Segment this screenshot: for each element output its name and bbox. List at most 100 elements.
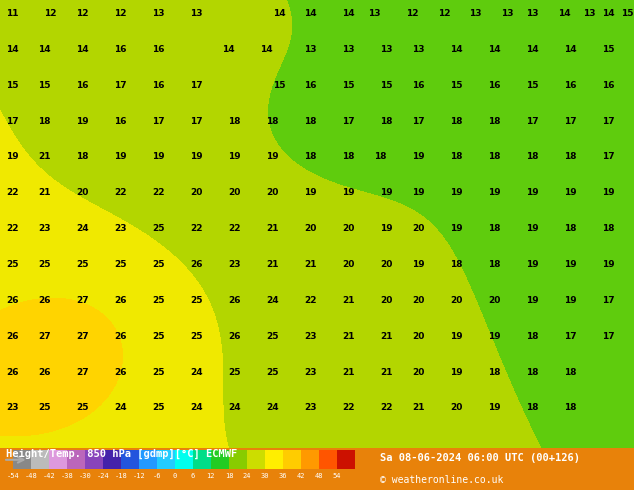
Text: 14: 14 [526,45,539,54]
Text: 18: 18 [342,152,355,161]
Text: 14: 14 [342,9,355,18]
Text: 11: 11 [6,9,19,18]
Text: -48: -48 [24,472,37,479]
Text: 19: 19 [152,152,165,161]
Text: 19: 19 [602,260,615,269]
Text: 14: 14 [222,45,235,54]
Text: 20: 20 [412,224,425,233]
Text: 22: 22 [114,188,127,197]
Text: 19: 19 [228,152,241,161]
Text: 20: 20 [266,188,279,197]
Text: 26: 26 [38,296,51,305]
Text: 18: 18 [488,224,501,233]
Text: 19: 19 [412,188,425,197]
Text: 19: 19 [488,188,501,197]
Text: 18: 18 [526,152,539,161]
Text: 19: 19 [526,296,539,305]
Text: 18: 18 [266,117,279,125]
Bar [247,450,265,469]
Text: 25: 25 [76,403,89,413]
Text: 21: 21 [304,260,317,269]
Text: 14: 14 [76,45,89,54]
Text: 15: 15 [450,81,463,90]
Text: 20: 20 [190,188,203,197]
Text: 19: 19 [412,260,425,269]
Text: 22: 22 [6,188,19,197]
Text: 26: 26 [6,368,19,377]
Text: 19: 19 [266,152,279,161]
Text: 26: 26 [38,368,51,377]
Text: 18: 18 [526,332,539,341]
Bar [337,450,355,469]
Text: 16: 16 [304,81,317,90]
Text: -24: -24 [96,472,109,479]
Text: 25: 25 [152,368,165,377]
Text: 17: 17 [342,117,355,125]
Text: 15: 15 [6,81,19,90]
Text: 19: 19 [412,152,425,161]
Bar [121,450,139,469]
Bar [265,450,283,469]
Text: 0: 0 [172,472,177,479]
Text: 24: 24 [190,403,203,413]
Text: 16: 16 [152,81,165,90]
Text: 26: 26 [6,332,19,341]
Text: 22: 22 [228,224,241,233]
Text: 18: 18 [526,368,539,377]
Text: 19: 19 [526,224,539,233]
Text: 21: 21 [342,368,355,377]
Text: 48: 48 [314,472,323,479]
Text: 19: 19 [114,152,127,161]
Bar [157,450,175,469]
Text: 19: 19 [488,403,501,413]
Bar [283,450,301,469]
Text: 20: 20 [304,224,317,233]
Text: 30: 30 [261,472,269,479]
Text: 25: 25 [76,260,89,269]
Text: -42: -42 [42,472,55,479]
Text: 18: 18 [564,224,577,233]
Text: 12: 12 [207,472,215,479]
Text: 14: 14 [260,45,273,54]
Text: 18: 18 [228,117,241,125]
Text: 25: 25 [38,403,51,413]
Text: 21: 21 [266,260,279,269]
Text: 20: 20 [380,296,393,305]
Text: 23: 23 [114,224,127,233]
Text: 18: 18 [224,472,233,479]
Text: 14: 14 [488,45,501,54]
Text: 19: 19 [450,368,463,377]
Bar [193,450,211,469]
Text: 19: 19 [526,260,539,269]
Text: 16: 16 [152,45,165,54]
Text: 42: 42 [297,472,305,479]
Text: 15: 15 [526,81,539,90]
Text: 26: 26 [114,368,127,377]
Text: 16: 16 [76,81,89,90]
Text: 19: 19 [450,332,463,341]
Text: 17: 17 [602,332,615,341]
Text: 14: 14 [602,9,615,18]
Bar [30,450,49,469]
Text: 19: 19 [380,188,393,197]
Text: 20: 20 [76,188,89,197]
Text: 13: 13 [190,9,203,18]
Text: 13: 13 [152,9,165,18]
Text: 6: 6 [191,472,195,479]
Text: 12: 12 [437,9,450,18]
Text: 18: 18 [564,152,577,161]
Bar [301,450,319,469]
Text: 22: 22 [304,296,317,305]
Text: 23: 23 [38,224,51,233]
Bar [319,450,337,469]
Text: 20: 20 [412,332,425,341]
Text: 13: 13 [526,9,539,18]
Text: 17: 17 [190,117,203,125]
Text: 14: 14 [6,45,19,54]
Text: -54: -54 [6,472,19,479]
Text: 23: 23 [228,260,241,269]
Text: 17: 17 [564,117,577,125]
Text: 17: 17 [412,117,425,125]
Text: 21: 21 [412,403,425,413]
Text: 25: 25 [152,332,165,341]
